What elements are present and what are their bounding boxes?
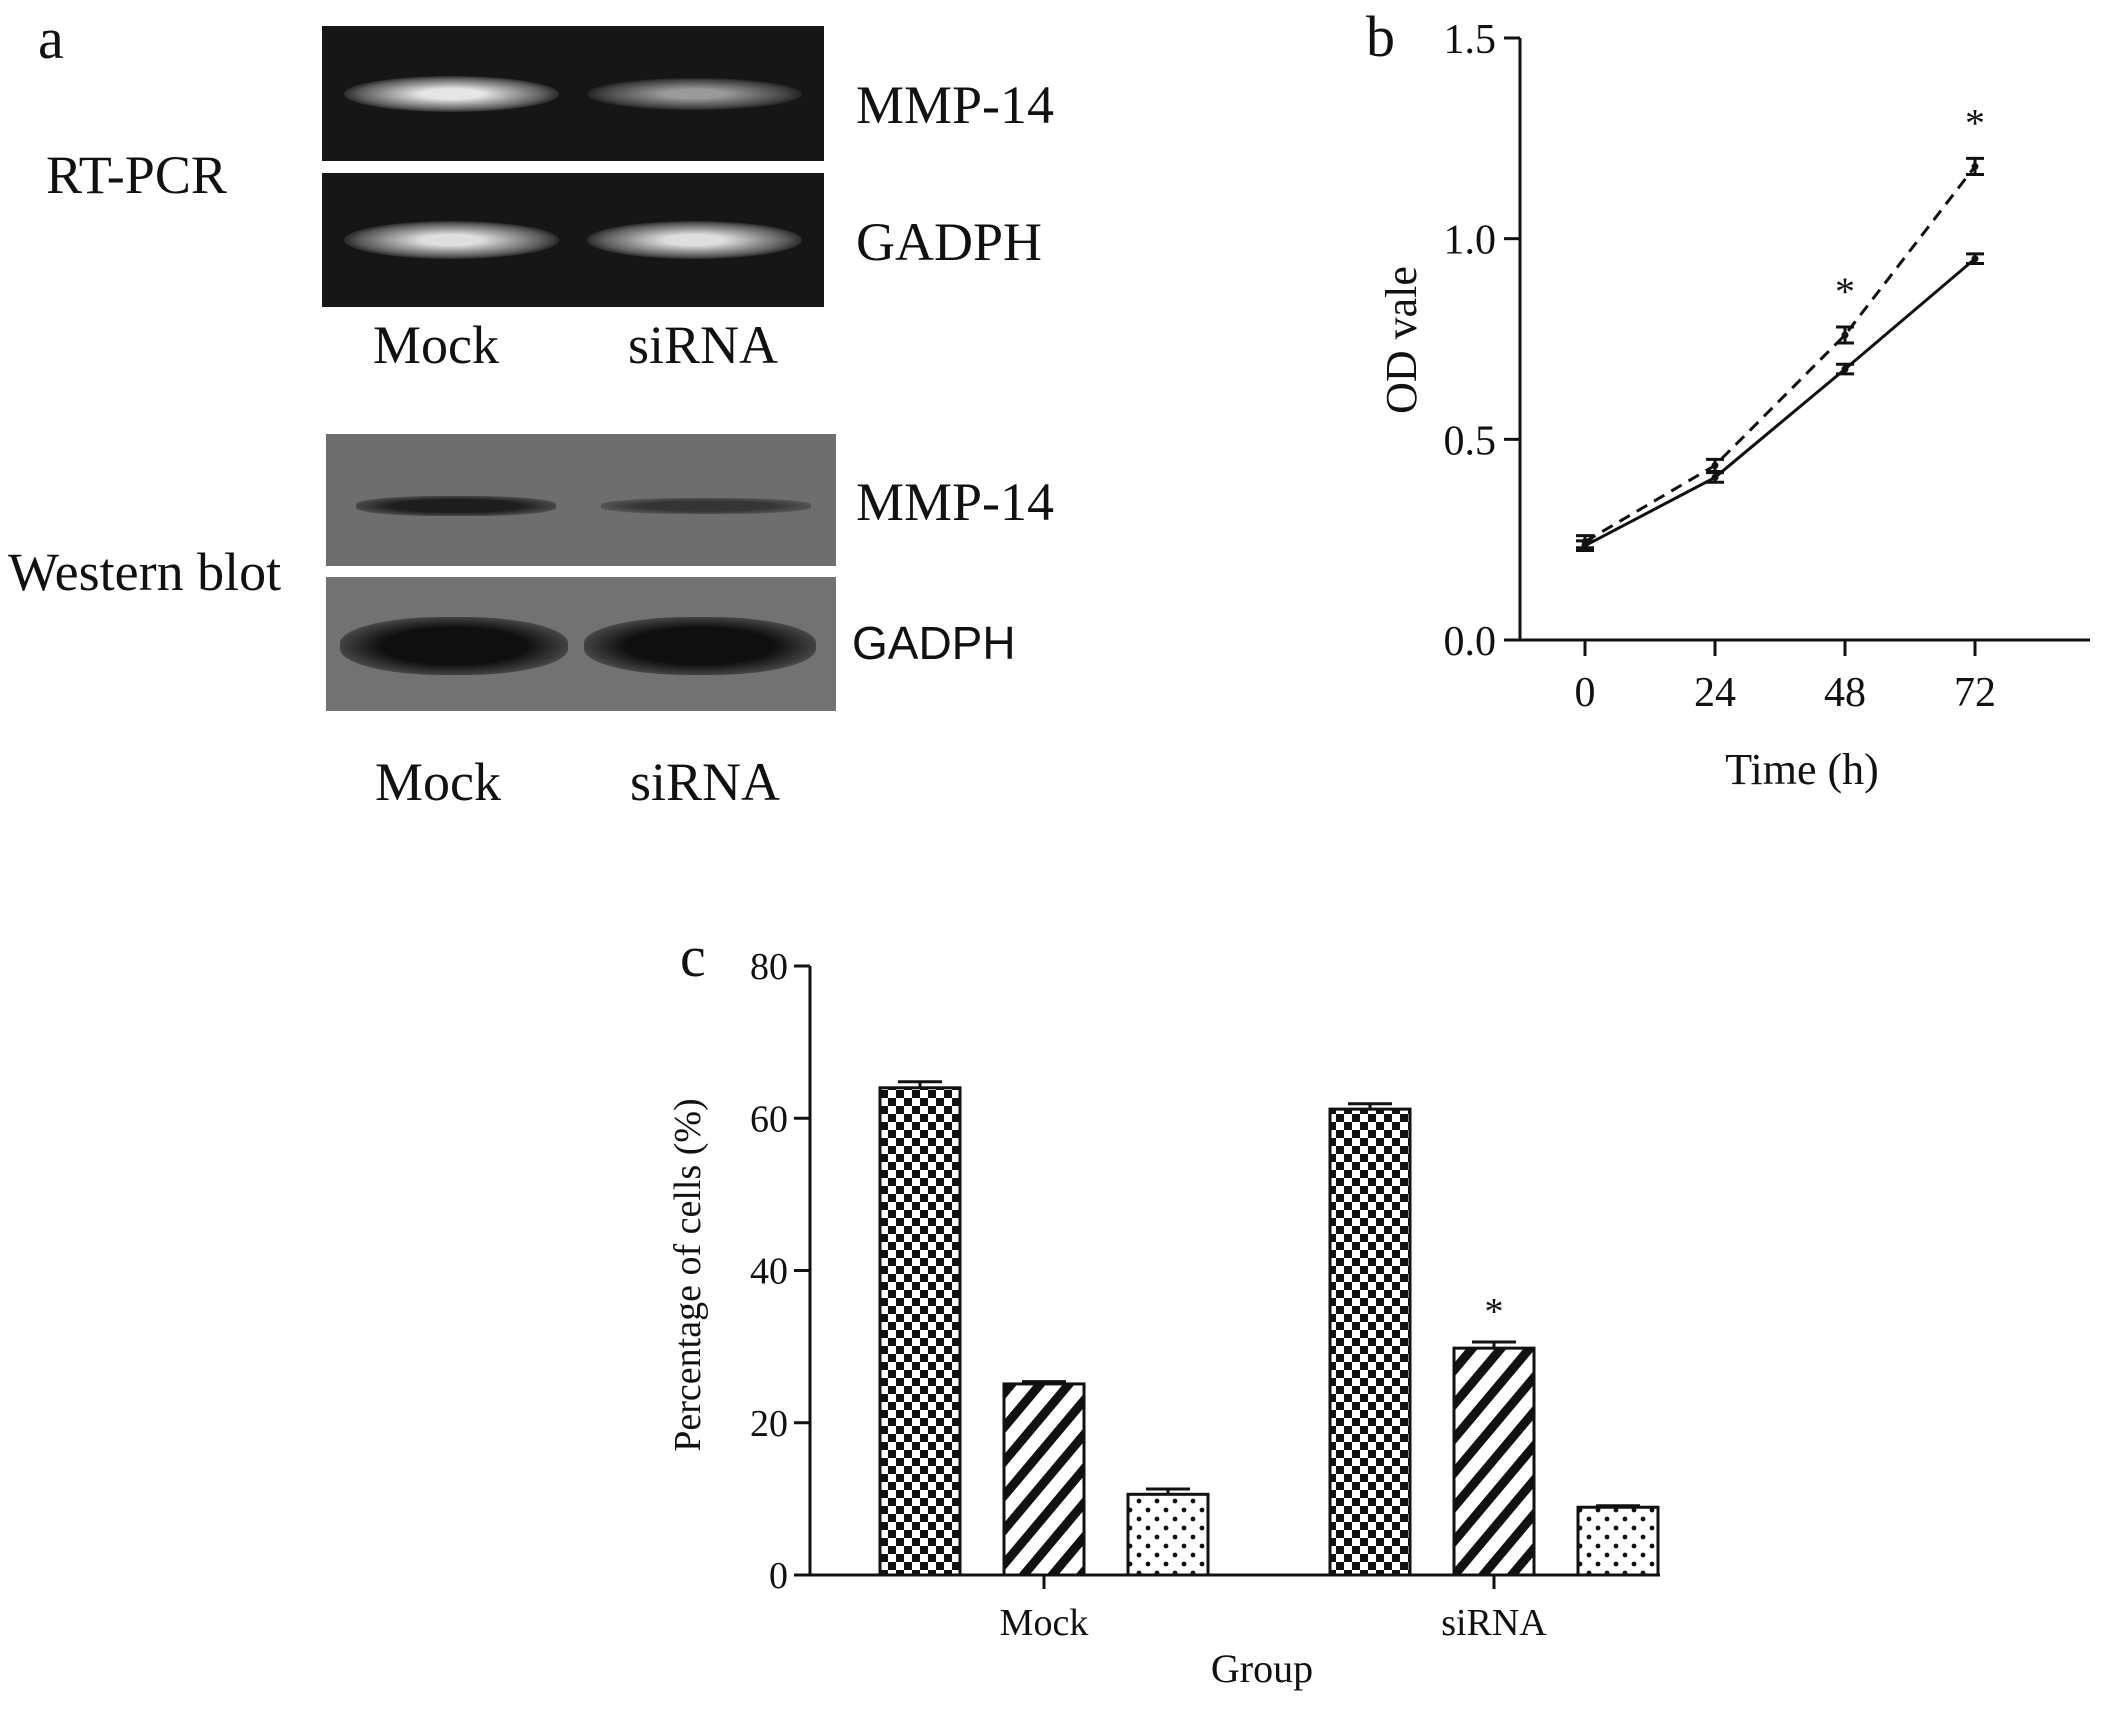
rtpcr-band-gadph-sirna <box>587 221 802 259</box>
panel-b-data-point <box>1711 461 1719 469</box>
panel-b-data-point <box>1971 162 1979 170</box>
western-band-gadph-mock <box>340 617 568 675</box>
western-lane-label-mock: Mock <box>375 752 501 812</box>
panel-c-annotations: * <box>1485 1291 1504 1333</box>
panel-b-significance-star: * <box>1965 100 1985 145</box>
western-band-mmp14-sirna <box>601 498 811 514</box>
western-blot-gadph <box>326 577 836 711</box>
rtpcr-gel-mmp14 <box>322 26 824 161</box>
panel-b-xtick-label: 24 <box>1694 670 1736 716</box>
panel-b-data-point <box>1581 542 1589 550</box>
panel-b-xtick-label: 48 <box>1824 670 1866 716</box>
rtpcr-lane-label-mock: Mock <box>373 315 499 375</box>
rtpcr-band-label-gadph: GADPH <box>856 212 1043 272</box>
panel-c-ytick-label: 80 <box>750 946 788 988</box>
panel-c-bar <box>1328 1107 1412 1577</box>
panel-c-bar <box>878 1086 962 1577</box>
panel-c-ytick-label: 40 <box>750 1251 788 1293</box>
panel-c-xtick-label: siRNA <box>1441 1602 1547 1644</box>
panel-c-ytick-label: 0 <box>769 1555 788 1597</box>
rtpcr-band-label-mmp14: MMP-14 <box>856 75 1055 135</box>
panel-b-ytick-label: 1.0 <box>1444 218 1497 264</box>
panel-b-y-ticks: 0.0 0.5 1.0 1.5 <box>1444 17 1520 665</box>
panel-b-series-line <box>1584 165 1977 543</box>
panel-b-ytick-label: 0.0 <box>1444 619 1497 665</box>
panel-c-ylabel: Percentage of cells (%) <box>667 1098 709 1451</box>
panel-c-letter: c <box>680 924 706 989</box>
western-band-mmp14-mock <box>356 496 556 516</box>
western-label: Western blot <box>8 542 282 602</box>
panel-c-ytick-label: 20 <box>750 1403 788 1445</box>
panel-b-annotations: ** <box>1835 100 1985 314</box>
panel-b-ytick-label: 1.5 <box>1444 17 1497 63</box>
panel-c-bar <box>1126 1492 1210 1577</box>
panel-c-x-ticks: Mock siRNA <box>1000 1575 1547 1644</box>
panel-c-ytick-label: 60 <box>750 1098 788 1140</box>
western-band-label-gadph: GADPH <box>852 617 1016 669</box>
western-lane-label-sirna: siRNA <box>630 752 781 812</box>
panel-b-significance-star: * <box>1835 269 1855 314</box>
panel-b-xtick-label: 72 <box>1954 670 1996 716</box>
panel-c-xlabel: Group <box>1211 1646 1313 1691</box>
panel-c-bar <box>1002 1382 1086 1577</box>
panel-b-series-line <box>1584 257 1976 548</box>
panel-c-significance-star: * <box>1485 1291 1504 1333</box>
panel-b-xlabel: Time (h) <box>1725 745 1879 794</box>
rtpcr-gel-gadph <box>322 173 824 307</box>
panel-c-bar <box>1576 1505 1660 1577</box>
panel-b-ytick-label: 0.5 <box>1444 418 1497 464</box>
panel-b-axes <box>1518 38 2090 642</box>
panel-a-letter: a <box>38 6 64 71</box>
panel-b-chart: 0.00.51.01.5 0 24 48 72 ** OD vale Time (h) <box>1377 17 2090 794</box>
rtpcr-band-gadph-mock <box>344 221 559 259</box>
western-band-gadph-sirna <box>584 617 816 675</box>
panel-b-xtick-label: 0 <box>1575 670 1596 716</box>
panel-b-ylabel: OD vale <box>1377 266 1426 414</box>
rtpcr-band-mmp14-mock <box>344 76 559 112</box>
panel-b-data-point <box>1841 365 1849 373</box>
western-blot-mmp14 <box>326 434 836 566</box>
panel-b-series <box>1576 156 1984 553</box>
rtpcr-label: RT-PCR <box>46 145 227 205</box>
panel-c-xtick-label: Mock <box>1000 1602 1089 1644</box>
panel-b-data-point <box>1841 331 1849 339</box>
rtpcr-band-mmp14-sirna <box>587 78 802 110</box>
panel-b-data-point <box>1711 473 1719 481</box>
panel-c-bars <box>878 1080 1660 1577</box>
panel-c-y-ticks: 0 20 40 60 80 <box>750 946 810 1597</box>
panel-b-x-ticks: 0 24 48 72 <box>1575 640 1996 716</box>
panel-c-bar <box>1452 1346 1536 1577</box>
panel-b-data-point <box>1971 255 1979 263</box>
panel-c-chart: 0 20 40 60 80 Mock siRNA * Percentage of cell… <box>667 946 1660 1691</box>
western-band-label-mmp14: MMP-14 <box>856 472 1055 532</box>
rtpcr-lane-label-sirna: siRNA <box>628 315 779 375</box>
panel-b-letter: b <box>1366 4 1395 69</box>
